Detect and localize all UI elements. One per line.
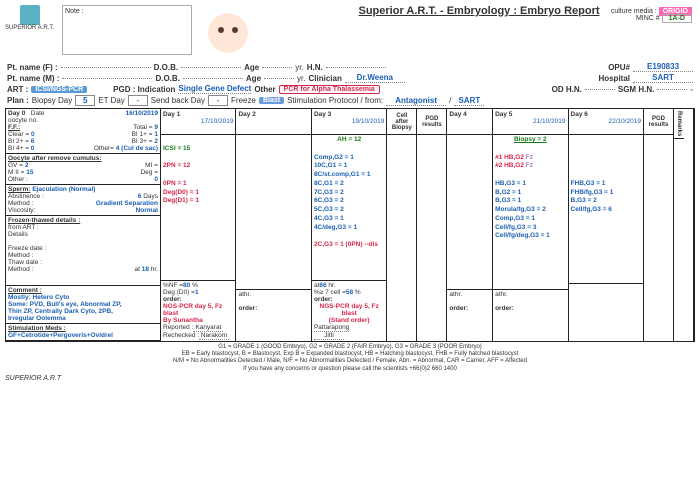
art-row: ART : ICSI/NGS-PCR PGD : Indication Sing… (5, 84, 695, 94)
patient-m-row: Pt. name (M) : D.O.B. Age yr. Clinician … (5, 73, 695, 83)
plan-row: Plan : Biopsy Day 5 ET Day - Send back D… (5, 95, 695, 106)
biopsy-day: 5 (75, 95, 95, 106)
art-value: ICSI/NGS-PCR (31, 86, 87, 93)
hospital-value: SART (633, 73, 693, 83)
note-box: Note : (62, 5, 192, 55)
bird-mascot-icon (200, 5, 255, 60)
other-value: PCR for Alpha Thalassemia (279, 85, 380, 94)
note-label: Note : (65, 8, 84, 15)
antagonist: Antagonist (386, 96, 446, 106)
left-column: Day 0 Date16/10/2019 oocyte no. F.F.:Tot… (6, 109, 161, 341)
day4-col: Day 4 athr. order: (447, 109, 493, 341)
day3-col: Day 319/10/2019 AH = 12 Comp,G2 = 1 10C,… (312, 109, 387, 341)
main-grid: Day 0 Date16/10/2019 oocyte no. F.F.:Tot… (5, 108, 695, 342)
clinician-value: Dr.Weena (345, 73, 405, 83)
opu-value: E190833 (633, 62, 693, 72)
pgd-results-col-2: PGD results (644, 109, 674, 341)
remarks-col: Remarks (674, 109, 694, 341)
footer-brand: SUPERIOR A.R.T (5, 375, 695, 382)
day6-col: Day 622/10/2019 FHB,G3 = 1 FHB/fg,G3 = 1… (569, 109, 644, 341)
pgd-indication: Single Gene Defect (178, 84, 251, 94)
brand-logo: SUPERIOR A.R.T. (5, 5, 54, 31)
header-area: SUPERIOR A.R.T. Note : Superior A.R.T. -… (5, 5, 695, 60)
day5-col: Day 521/10/2019 Biopsy = 2 #1 HB,G2 Fz #… (493, 109, 568, 341)
day1-col: Day 117/10/2019 ICSI = 15 2PN = 12 0PN =… (161, 109, 236, 341)
stim-source: SART (454, 96, 484, 106)
patient-f-row: Pt. name (F) : D.O.B. Age yr. H.N. OPU# … (5, 62, 695, 72)
day2-col: Day 2 athr. order: (236, 109, 311, 341)
freeze-value: Blast (259, 97, 284, 104)
pgd-results-col-1: PGD results (417, 109, 447, 341)
cell-after-biopsy-col: Cell after Biopsy (387, 109, 417, 341)
corner-info: culture media : ORIGIO MINC # 1A-D (611, 8, 692, 22)
minc-value: 1A-D (662, 14, 692, 23)
footer: G1 = GRADE 1 (GOOD Embryo), G2 = GRADE 2… (5, 344, 695, 373)
brand-text: SUPERIOR A.R.T. (5, 25, 54, 31)
